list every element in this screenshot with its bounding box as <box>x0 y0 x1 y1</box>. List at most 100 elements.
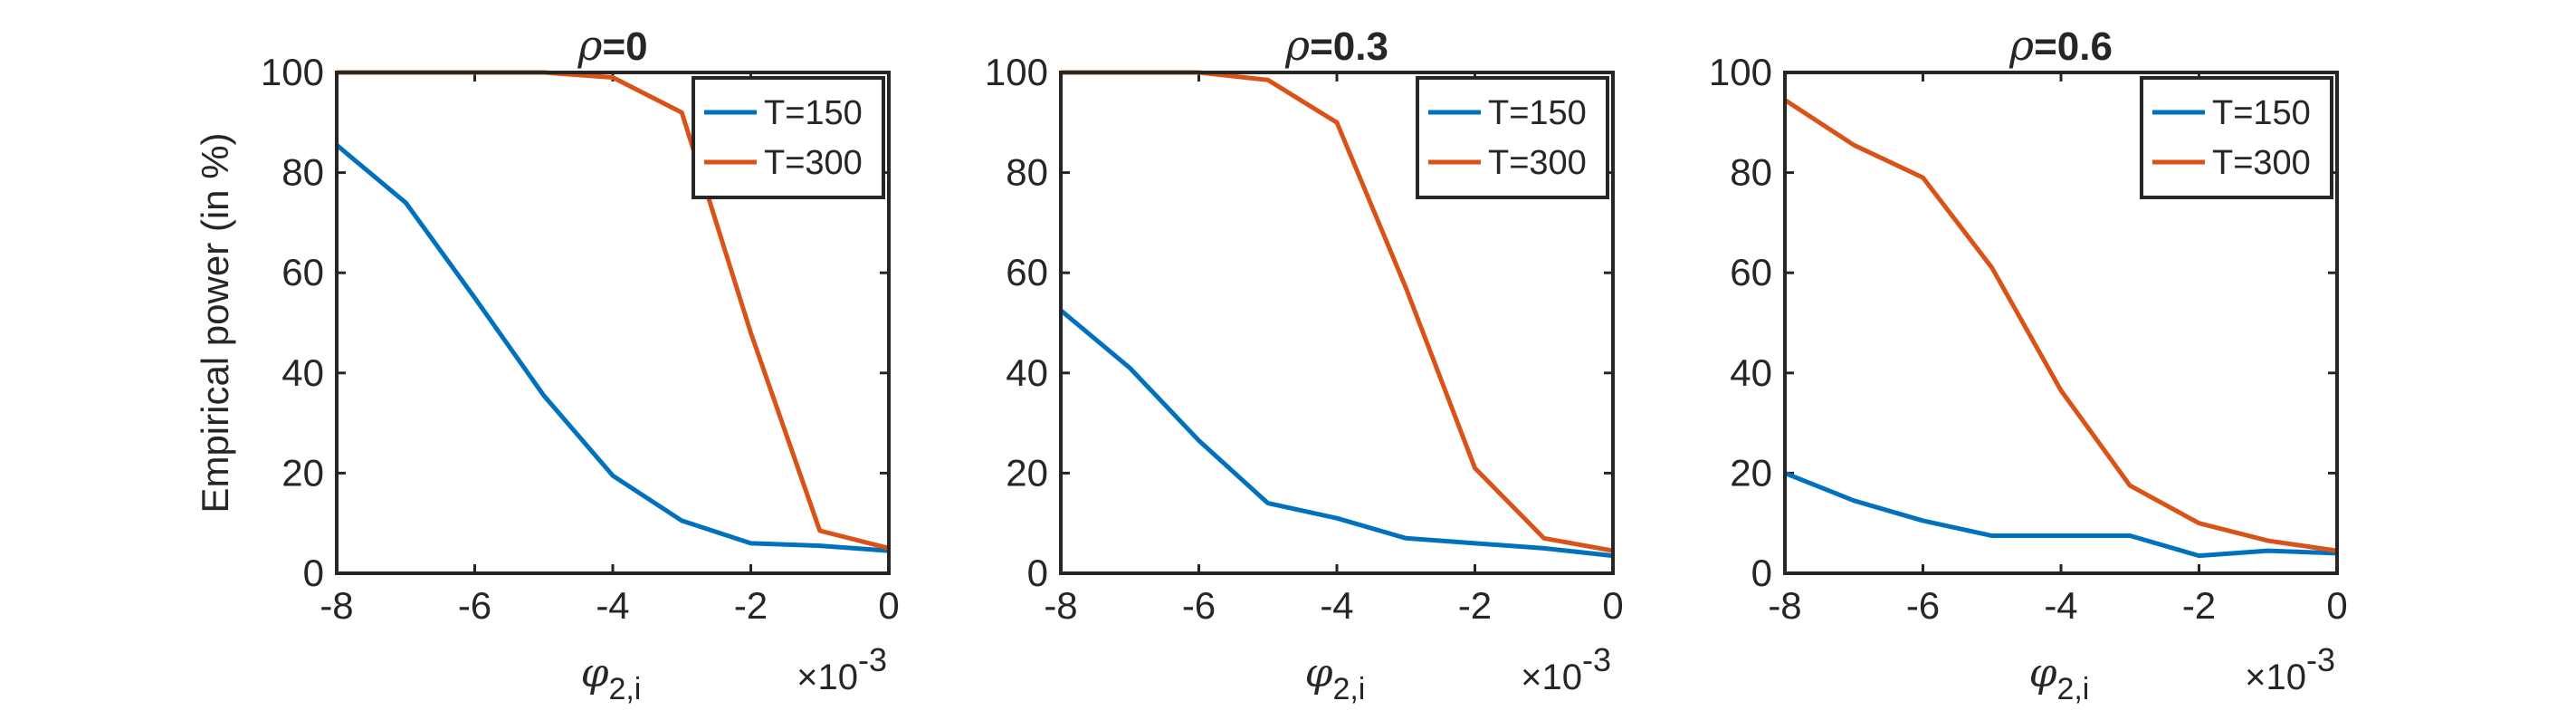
x-tick-label: 0 <box>2326 584 2347 627</box>
x-axis-label: φ2,i <box>1305 650 1366 706</box>
x-axis-label-symbol: φ <box>2029 650 2057 696</box>
title-label: =0 <box>602 24 647 69</box>
chart-panel-2: -8 -6 -4 -2 0 0 20 40 60 80 100 ρ=0.3 T=150 T=300 φ2,i… <box>985 21 1624 706</box>
series-line-t300 <box>1783 98 2338 553</box>
data-point <box>1473 541 1478 546</box>
series-line-t150 <box>1059 308 1614 559</box>
x-tick-label: -4 <box>596 584 629 627</box>
data-point <box>1851 142 1856 148</box>
x-axis-exponent-power: -3 <box>2306 641 2335 678</box>
series-line-t150 <box>1784 471 2338 559</box>
legend-label: T=300 <box>764 144 863 182</box>
x-axis-exponent: ×10-3 <box>1521 641 1611 697</box>
y-tick-label: 60 <box>281 251 324 293</box>
legend-label: T=150 <box>764 94 863 132</box>
y-tick-label: 60 <box>1006 251 1048 293</box>
x-tick-label: -6 <box>458 584 491 627</box>
x-axis-label-subscript: 2,i <box>2056 672 2089 706</box>
y-tick-label: 100 <box>261 51 324 93</box>
data-point <box>2058 388 2064 393</box>
x-axis-label: φ2,i <box>2029 650 2090 706</box>
data-point <box>1851 498 1856 504</box>
x-tick-label: -8 <box>1768 584 1801 627</box>
title-symbol: ρ <box>2008 21 2034 70</box>
data-point <box>749 331 754 336</box>
legend: T=150 T=300 <box>692 76 885 199</box>
chart-panel-3: -8 -6 -4 -2 0 0 20 40 60 80 100 ρ=0.6 T=150 T=300 φ2,i… <box>1709 21 2348 706</box>
x-tick-label: 0 <box>1602 584 1623 627</box>
x-tick-label: -4 <box>2044 584 2077 627</box>
y-tick-label: 0 <box>1027 552 1048 594</box>
x-axis-label: φ2,i <box>581 650 642 706</box>
data-point <box>1989 533 1995 539</box>
chart-panel-1: -8 -6 -4 -2 0 0 20 40 60 80 100 ρ=0 T=150 T=300 φ2,i ×1… <box>194 21 900 706</box>
x-tick-label: 0 <box>878 584 899 627</box>
x-axis-exponent-power: -3 <box>1582 641 1611 678</box>
axes-box <box>1783 71 2339 575</box>
x-axis-label-subscript: 2,i <box>1332 672 1365 706</box>
y-tick-label: 20 <box>281 451 324 494</box>
axes-box <box>1059 71 1615 575</box>
x-tick-label: -2 <box>2182 584 2216 627</box>
x-tick-label: -8 <box>320 584 353 627</box>
data-point <box>2266 538 2271 543</box>
y-tick-label: 20 <box>1730 451 1772 494</box>
y-tick-label: 40 <box>1730 351 1772 394</box>
x-axis-label-symbol: φ <box>1305 650 1333 696</box>
data-point <box>817 543 823 549</box>
legend-label: T=300 <box>2212 144 2311 182</box>
data-point <box>2127 483 2132 488</box>
legend-label: T=300 <box>1488 144 1587 182</box>
data-point <box>679 110 684 115</box>
data-point <box>1921 518 1926 523</box>
data-point <box>403 200 408 206</box>
data-point <box>1541 535 1547 541</box>
data-point <box>817 528 823 533</box>
data-point <box>1541 545 1547 551</box>
y-tick-label: 100 <box>1709 51 1772 93</box>
series-line-t150 <box>335 143 890 553</box>
x-axis-label-subscript: 2,i <box>608 672 641 706</box>
title-label: =0.6 <box>2034 24 2113 69</box>
data-point <box>2058 533 2064 539</box>
data-point <box>610 473 615 478</box>
data-point <box>1403 535 1408 541</box>
data-point <box>2197 521 2202 526</box>
y-axis-label: Empirical power (in %) <box>194 132 236 513</box>
legend: T=150 T=300 <box>1416 76 1609 199</box>
y-tick-label: 80 <box>281 151 324 194</box>
data-point <box>679 518 684 523</box>
x-axis-exponent: ×10-3 <box>797 641 887 697</box>
data-point <box>610 75 615 81</box>
x-axis-exponent-base: ×10 <box>797 658 858 697</box>
x-tick-label: -6 <box>1906 584 1940 627</box>
x-tick-label: -6 <box>1182 584 1216 627</box>
data-point <box>472 295 478 301</box>
y-tick-label: 60 <box>1730 251 1772 293</box>
legend-box <box>2140 76 2333 199</box>
data-point <box>2197 553 2202 559</box>
legend-box <box>1416 76 1609 199</box>
y-tick-label: 0 <box>303 552 324 594</box>
legend-label: T=150 <box>1488 94 1587 132</box>
x-tick-label: -2 <box>734 584 768 627</box>
title-symbol: ρ <box>577 21 602 70</box>
data-point <box>1403 285 1408 291</box>
x-axis-label-symbol: φ <box>581 650 609 696</box>
data-point <box>749 541 754 546</box>
data-point <box>1334 515 1340 521</box>
y-tick-label: 40 <box>281 351 324 394</box>
data-point <box>1197 437 1202 443</box>
data-point <box>1989 265 1995 271</box>
data-point <box>2127 533 2132 539</box>
x-tick-label: -4 <box>1320 584 1353 627</box>
y-tick-label: 0 <box>1751 552 1772 594</box>
x-tick-label: -8 <box>1044 584 1077 627</box>
y-tick-label: 100 <box>985 51 1048 93</box>
data-point <box>2266 548 2271 553</box>
y-tick-label: 80 <box>1006 151 1048 194</box>
y-tick-label: 20 <box>1006 451 1048 494</box>
x-axis-exponent: ×10-3 <box>2245 641 2335 697</box>
